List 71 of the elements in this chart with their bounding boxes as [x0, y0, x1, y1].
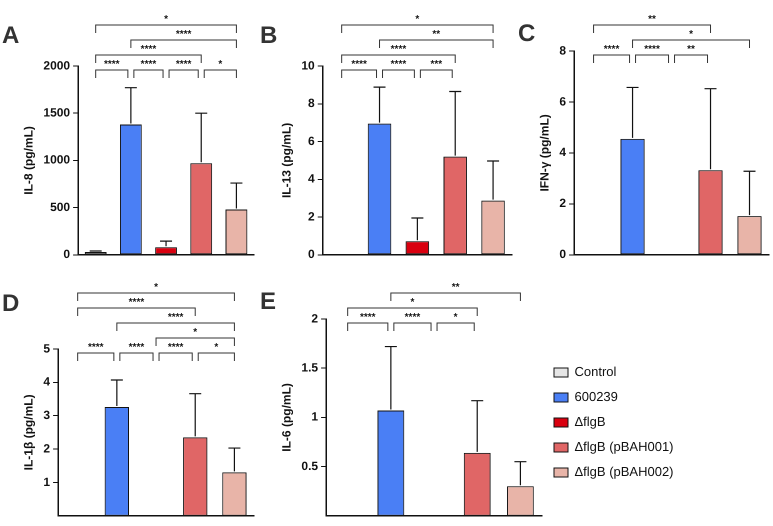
y-tick-label: 1.5	[301, 360, 318, 375]
y-tick-label: 2000	[43, 58, 70, 72]
annotation: ****	[351, 58, 367, 70]
text: *	[410, 296, 414, 308]
y-tick-label: 1	[311, 410, 318, 424]
chart-title: C	[518, 20, 536, 47]
y-axis-title: IL-8 (pg/mL)	[22, 126, 36, 195]
y-tick-label: 4	[308, 172, 316, 186]
annotation: *	[454, 312, 458, 323]
annotation: ****	[604, 44, 620, 55]
annotation: ****	[644, 44, 660, 55]
y-tick-label: 6	[308, 134, 316, 148]
y-tick-label: 8	[559, 43, 566, 58]
y-tick-label: 0	[559, 247, 566, 262]
legend-label: ΔflgB (pBAH002)	[574, 464, 674, 480]
annotation: *	[214, 342, 218, 353]
annotation: ****	[128, 342, 144, 353]
y-tick-label: 10	[301, 58, 316, 72]
y-axis-title: IL-6 (pg/mL)	[280, 383, 294, 452]
y-tick-label: 1500	[43, 106, 70, 120]
annotation: ****	[88, 342, 104, 353]
y-tick-label: 500	[50, 200, 70, 214]
text: *	[164, 14, 168, 25]
y-tick-label: 8	[308, 96, 316, 110]
y-axis-title: IL-1β (pg/mL)	[22, 394, 36, 470]
y-tick-label: 0	[63, 247, 70, 262]
annotation: ****	[390, 58, 406, 70]
annotation: ****	[140, 58, 156, 70]
text: *	[689, 28, 694, 40]
annotation: ****	[404, 312, 420, 323]
y-tick-label: 2	[308, 209, 316, 224]
chart-title: D	[2, 290, 20, 317]
text: ****	[140, 44, 156, 55]
text: ****	[390, 44, 406, 55]
text: *	[193, 326, 198, 338]
text: ****	[168, 312, 184, 323]
chart-title: E	[260, 288, 276, 315]
y-axis-title: IL-13 (pg/mL)	[280, 122, 294, 198]
legend-label: Control	[574, 364, 617, 380]
y-tick-label: 3	[43, 408, 50, 422]
y-tick-label: 6	[559, 94, 566, 108]
y-tick-label: 1	[43, 474, 50, 489]
y-tick-label: 0	[308, 247, 316, 262]
text: **	[648, 14, 656, 25]
annotation: ****	[360, 312, 376, 323]
y-tick-label: 4	[559, 145, 566, 160]
legend-label: ΔflgB	[574, 414, 606, 430]
annotation: ****	[176, 58, 192, 70]
annotation: **	[687, 44, 696, 55]
text: **	[432, 28, 440, 40]
y-tick-label: 4	[43, 374, 50, 389]
y-axis-title: IFN-γ (pg/mL)	[538, 114, 552, 192]
y-tick-label: 2	[559, 196, 566, 210]
text: **	[452, 282, 460, 293]
chart-title: A	[2, 22, 20, 49]
chart-title: B	[260, 22, 278, 49]
y-tick-label: 5	[43, 341, 50, 356]
annotation: *	[218, 58, 222, 70]
annotation: ***	[430, 58, 442, 70]
text: ****	[176, 28, 192, 40]
legend-label: 600239	[574, 389, 618, 404]
text: ****	[128, 296, 144, 308]
annotation: ****	[104, 58, 120, 70]
y-tick-label: 2	[43, 441, 50, 456]
y-tick-label: 2	[311, 311, 318, 326]
text: *	[415, 14, 420, 25]
y-tick-label: 0.5	[301, 458, 318, 473]
annotation: ****	[168, 342, 184, 353]
y-tick-label: 1000	[43, 152, 70, 167]
text: *	[154, 282, 158, 293]
legend-label: ΔflgB (pBAH001)	[574, 439, 674, 454]
